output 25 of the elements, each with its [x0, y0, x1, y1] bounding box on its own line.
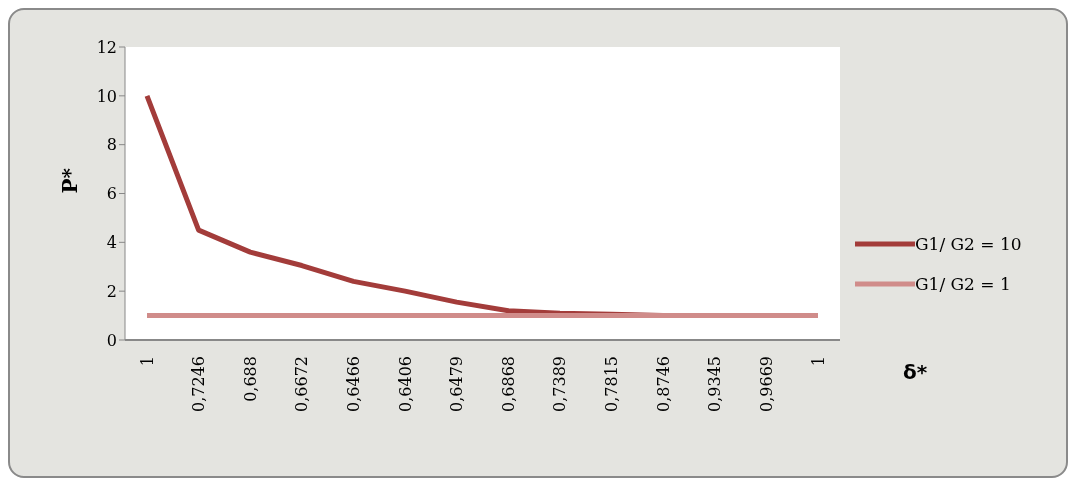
y-axis-title: P* [58, 167, 83, 194]
x-tick-label: 1 [137, 356, 157, 367]
legend-label: G1/ G2 = 10 [915, 234, 1022, 254]
x-tick-label: 0,7246 [189, 356, 209, 412]
y-tick-label: 2 [106, 281, 117, 301]
x-tick-label: 0,7815 [602, 356, 622, 412]
x-tick-label: 0,6406 [395, 356, 415, 412]
x-tick-label: 1 [808, 356, 828, 367]
x-tick-label: 0,6479 [447, 356, 467, 412]
x-tick-label: 0,7389 [550, 356, 570, 412]
x-tick-label: 0,6466 [343, 356, 363, 412]
legend-label: G1/ G2 = 1 [915, 274, 1011, 294]
x-tick-label: 0,9345 [705, 356, 725, 412]
y-tick-label: 8 [106, 135, 117, 155]
y-tick-label: 12 [96, 37, 117, 57]
y-tick-label: 0 [106, 330, 117, 350]
x-tick-label: 0,688 [240, 356, 260, 402]
x-tick-label: 0,8746 [653, 356, 673, 412]
x-tick-label: 0,6868 [498, 356, 518, 412]
y-tick-label: 6 [106, 184, 117, 204]
x-tick-label: 0,9669 [756, 356, 776, 412]
y-tick-label: 10 [96, 86, 117, 106]
x-axis-title: δ* [903, 360, 928, 384]
y-tick-label: 4 [106, 233, 117, 253]
x-tick-label: 0,6672 [292, 356, 312, 412]
